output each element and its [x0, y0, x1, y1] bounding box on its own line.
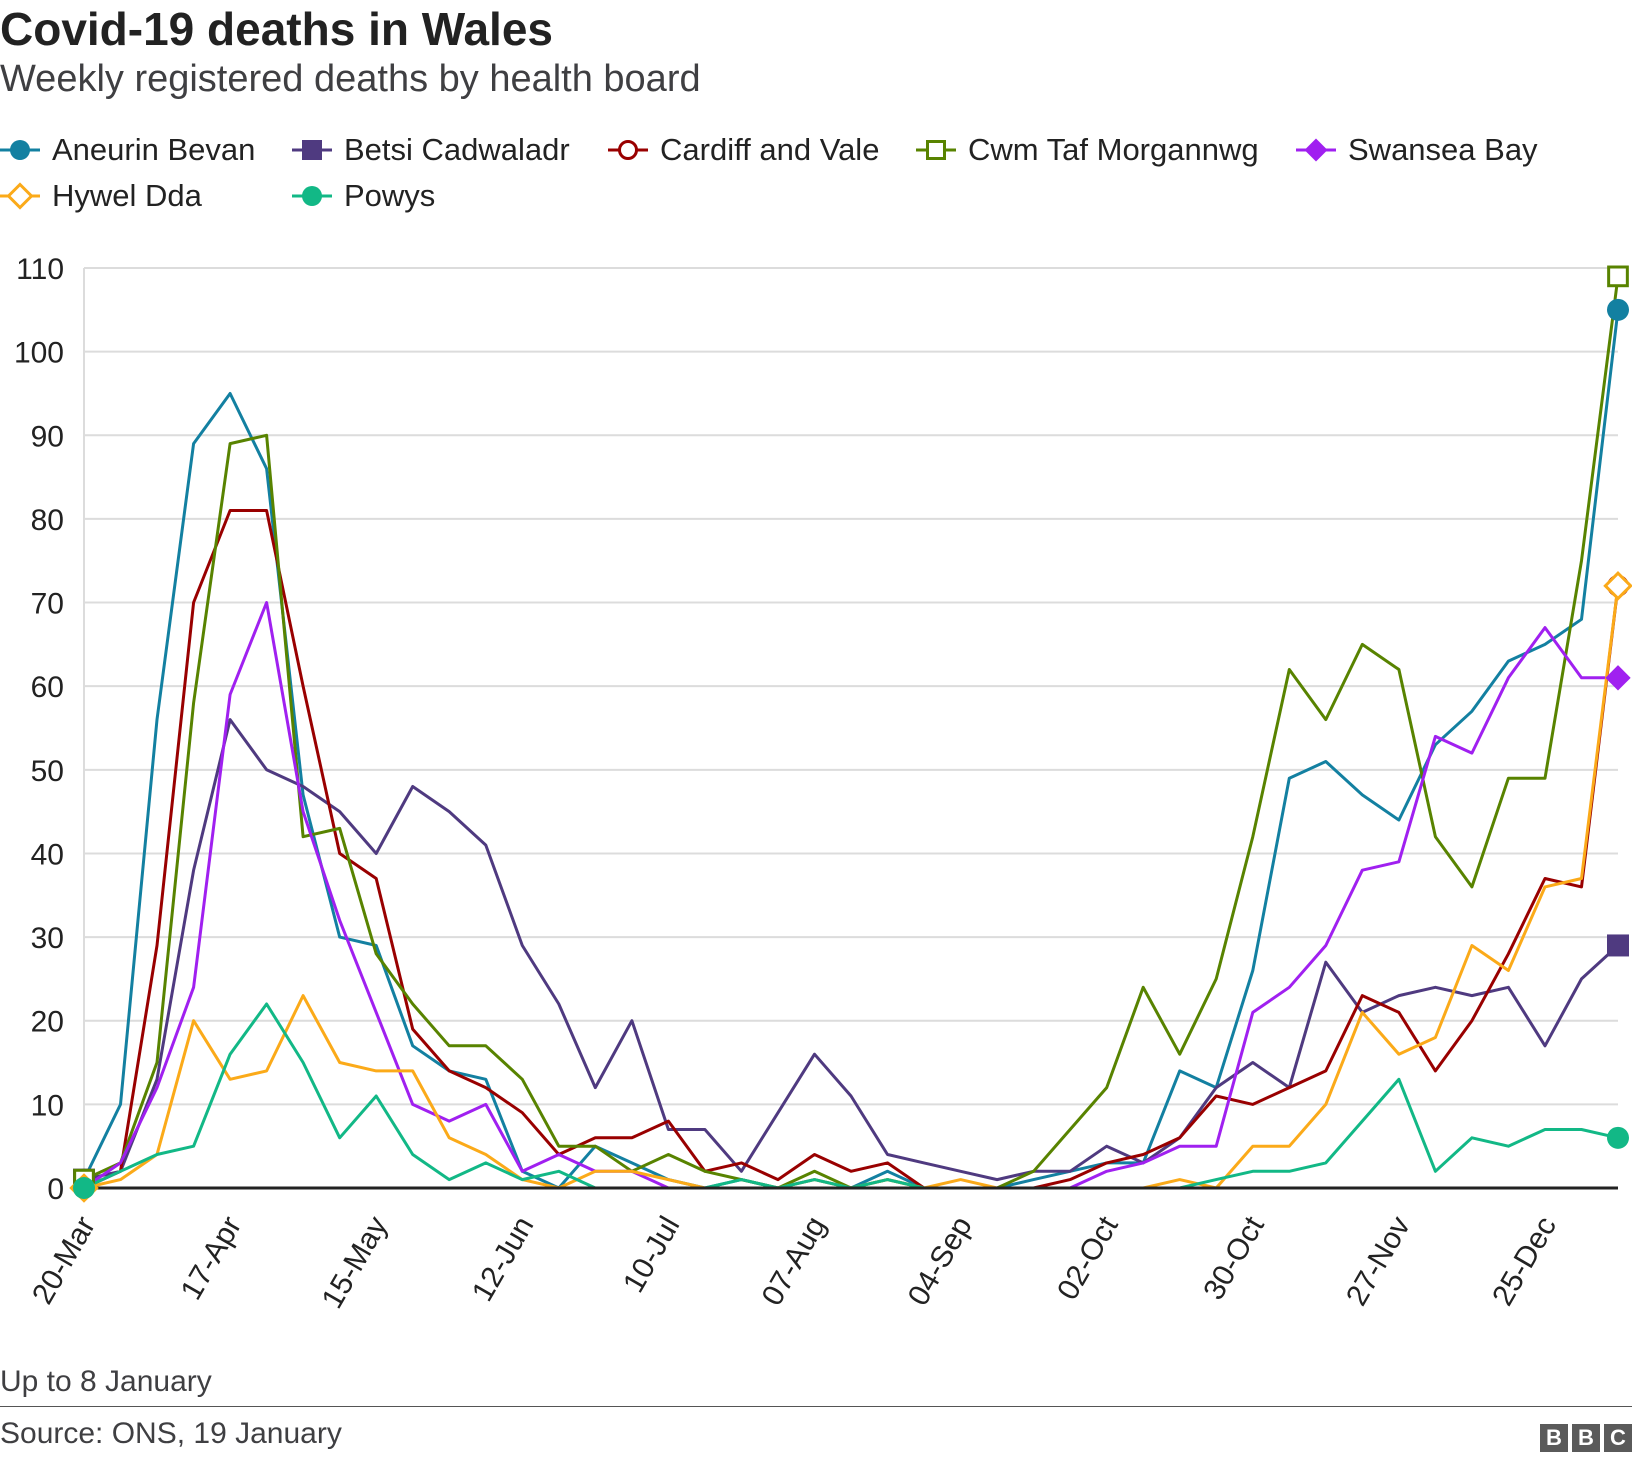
series-end-marker: [1603, 571, 1632, 601]
series-line: [82, 309, 1620, 1190]
legend-swatch: [292, 186, 332, 206]
legend-label: Cardiff and Vale: [660, 132, 880, 167]
series-end-marker: [1605, 665, 1631, 691]
bbc-logo-letter: C: [1604, 1424, 1632, 1452]
chart-subtitle: Weekly registered deaths by health board: [0, 58, 701, 100]
legend-swatch: [1296, 138, 1336, 162]
legend-marker: [10, 140, 30, 160]
legend-marker: [618, 140, 638, 160]
legend-swatch: [0, 140, 40, 160]
bbc-logo: B B C: [1540, 1424, 1632, 1452]
x-tick-label: 07-Aug: [756, 1211, 833, 1311]
legend-label: Swansea Bay: [1348, 132, 1538, 167]
y-tick-label: 20: [31, 1006, 64, 1039]
legend-swatch: [0, 182, 40, 210]
legend-label: Cwm Taf Morgannwg: [968, 132, 1259, 167]
series-line: [83, 601, 1618, 1190]
chart-title: Covid-19 deaths in Wales: [0, 3, 553, 55]
series-end-marker: [1607, 298, 1629, 321]
y-tick-label: 110: [16, 253, 64, 286]
series-end-marker: [1607, 265, 1629, 288]
legend-label: Powys: [344, 178, 436, 213]
legend-marker: [302, 140, 322, 160]
x-tick-label: 27-Nov: [1340, 1211, 1417, 1311]
y-tick-label: 50: [31, 755, 64, 788]
legend-marker: [302, 186, 322, 206]
legend-item: Betsi Cadwaladr: [292, 132, 570, 168]
legend-item: Cwm Taf Morgannwg: [916, 132, 1259, 168]
legend-marker: [926, 140, 946, 160]
legend-marker: [1304, 138, 1328, 162]
bbc-logo-letter: B: [1572, 1424, 1600, 1452]
y-tick-label: 100: [14, 337, 64, 370]
x-tick-label: 30-Oct: [1197, 1210, 1271, 1305]
x-tick-label: 10-Jul: [617, 1211, 686, 1298]
series-line: [83, 718, 1620, 1182]
legend-item: Swansea Bay: [1296, 132, 1538, 168]
legend-label: Betsi Cadwaladr: [344, 132, 570, 167]
x-tick-label: 20-Mar: [26, 1211, 102, 1310]
y-tick-label: 90: [31, 420, 64, 453]
legend-swatch: [916, 140, 956, 160]
y-tick-label: 30: [31, 922, 64, 955]
series-end-marker: [1607, 934, 1629, 957]
bbc-logo-letter: B: [1540, 1424, 1568, 1452]
series-end-marker: [1607, 1126, 1629, 1149]
source-text: Source: ONS, 19 January: [0, 1417, 342, 1450]
y-tick-label: 10: [31, 1089, 64, 1122]
line-chart: 0 10 20 30 40 50 60 70 80 90 100 110 20-Mar 17-Apr 15-…: [14, 253, 1632, 1314]
y-tick-label: 80: [31, 504, 64, 537]
x-tick-label: 25-Dec: [1486, 1211, 1563, 1311]
legend-label: Aneurin Bevan: [52, 132, 256, 167]
legend-marker: [6, 182, 34, 210]
x-tick-label: 17-Apr: [175, 1211, 249, 1305]
x-tick-label: 15-May: [316, 1211, 395, 1314]
chart-note: Up to 8 January: [0, 1365, 212, 1398]
series-start-marker: [73, 1177, 95, 1199]
legend-item: Hywel Dda: [0, 178, 202, 214]
y-tick-label: 70: [31, 588, 64, 621]
legend-swatch: [292, 140, 332, 160]
legend-item: Cardiff and Vale: [608, 132, 879, 168]
x-tick-label: 12-Jun: [466, 1211, 540, 1307]
legend-swatch: [608, 140, 648, 160]
footer-divider: [0, 1406, 1632, 1407]
y-tick-label: 0: [47, 1173, 64, 1206]
y-tick-label: 60: [31, 671, 64, 704]
legend-item: Powys: [292, 178, 435, 214]
y-tick-label: 40: [31, 838, 64, 871]
x-tick-label: 02-Oct: [1051, 1210, 1125, 1305]
legend-item: Aneurin Bevan: [0, 132, 255, 168]
legend-label: Hywel Dda: [52, 178, 202, 213]
series-line: [83, 509, 1620, 1190]
x-tick-label: 04-Sep: [902, 1211, 979, 1311]
